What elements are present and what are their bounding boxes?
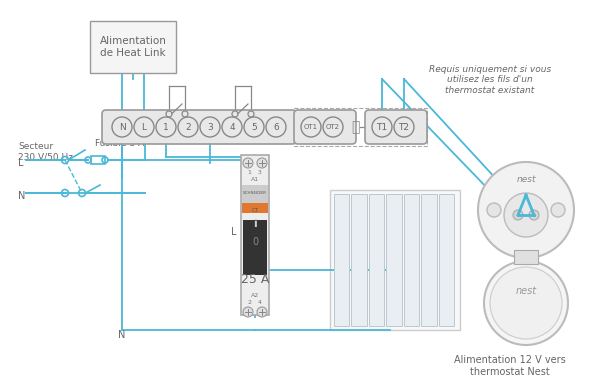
Circle shape (504, 193, 548, 237)
Text: ⏚: ⏚ (351, 120, 359, 134)
Text: 2   4: 2 4 (248, 300, 262, 305)
Text: L: L (18, 158, 23, 168)
Text: 1   3: 1 3 (248, 170, 262, 175)
Circle shape (529, 210, 539, 220)
Text: 1: 1 (163, 123, 169, 131)
Circle shape (266, 117, 286, 137)
Circle shape (257, 307, 267, 317)
Bar (334, 194, 349, 326)
Text: Requis uniquement si vous
utilisez les fils d'un
thermostat existant: Requis uniquement si vous utilisez les f… (429, 65, 551, 95)
Text: 6: 6 (273, 123, 279, 131)
Text: nest: nest (515, 286, 536, 296)
Text: L: L (232, 227, 237, 237)
Text: A1: A1 (251, 177, 259, 182)
Bar (404, 194, 419, 326)
Text: nest: nest (516, 175, 536, 185)
Bar (352, 194, 367, 326)
Text: Alimentation 12 V vers
thermostat Nest: Alimentation 12 V vers thermostat Nest (454, 355, 566, 376)
Bar (243, 220, 267, 275)
Text: CT: CT (251, 208, 259, 213)
Bar (369, 194, 384, 326)
Circle shape (243, 158, 253, 168)
Circle shape (200, 117, 220, 137)
FancyBboxPatch shape (90, 21, 176, 73)
Text: SCHNEIDER: SCHNEIDER (243, 191, 267, 195)
Text: i: i (253, 219, 257, 229)
Circle shape (244, 117, 264, 137)
Circle shape (513, 210, 523, 220)
Text: L: L (142, 123, 146, 131)
Circle shape (301, 117, 321, 137)
Bar (242, 203, 268, 213)
Bar (241, 155, 269, 315)
Circle shape (478, 162, 574, 258)
FancyBboxPatch shape (102, 110, 296, 144)
Text: 0: 0 (252, 237, 258, 247)
Text: 2: 2 (185, 123, 191, 131)
Circle shape (134, 117, 154, 137)
Text: N: N (18, 191, 25, 201)
Text: N: N (119, 123, 125, 131)
FancyBboxPatch shape (365, 110, 427, 144)
Text: Fusible 3 A: Fusible 3 A (95, 139, 144, 148)
Bar (294, 108, 427, 146)
Text: OT1: OT1 (304, 124, 318, 130)
Bar (439, 194, 454, 326)
Text: OT2: OT2 (326, 124, 340, 130)
Text: T1: T1 (376, 123, 388, 131)
Circle shape (156, 117, 176, 137)
Text: Secteur
230 V/50 Hz: Secteur 230 V/50 Hz (18, 142, 73, 161)
Circle shape (243, 307, 253, 317)
Text: 5: 5 (251, 123, 257, 131)
Bar (514, 250, 538, 264)
Text: T2: T2 (398, 123, 409, 131)
Text: 25 A: 25 A (241, 273, 269, 286)
Text: 3: 3 (207, 123, 213, 131)
Text: Alimentation
de Heat Link: Alimentation de Heat Link (100, 36, 166, 58)
Bar (421, 194, 437, 326)
Bar (242, 185, 268, 203)
Circle shape (487, 203, 501, 217)
Circle shape (372, 117, 392, 137)
Text: N: N (118, 330, 125, 340)
Circle shape (551, 203, 565, 217)
Circle shape (178, 117, 198, 137)
Circle shape (222, 117, 242, 137)
Bar (91, 156, 105, 164)
Bar (330, 190, 460, 330)
Text: 4: 4 (229, 123, 235, 131)
Circle shape (112, 117, 132, 137)
Circle shape (323, 117, 343, 137)
FancyBboxPatch shape (294, 110, 356, 144)
Circle shape (394, 117, 414, 137)
Circle shape (484, 261, 568, 345)
Circle shape (257, 158, 267, 168)
Text: A2: A2 (251, 293, 259, 298)
Circle shape (490, 267, 562, 339)
Bar (386, 194, 402, 326)
